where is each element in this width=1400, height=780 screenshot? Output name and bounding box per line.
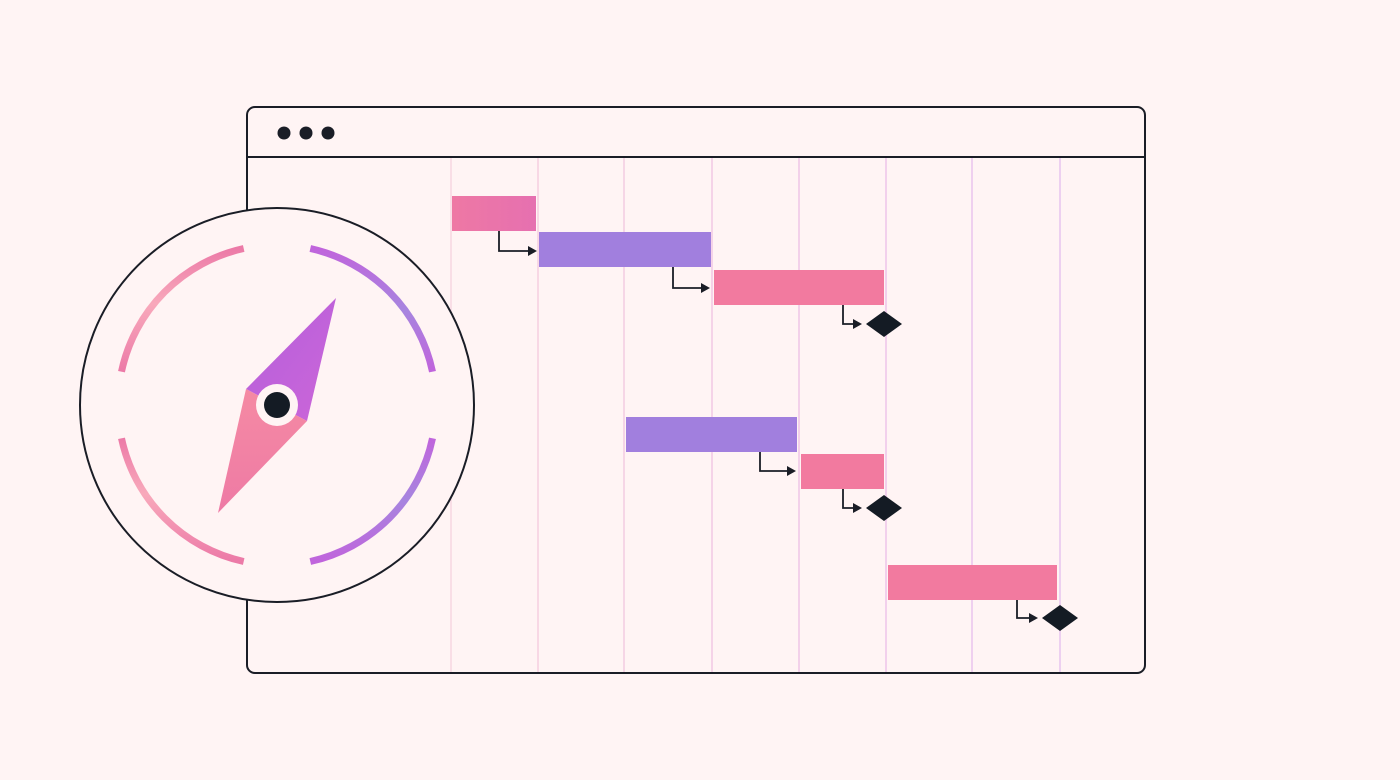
gantt-bar[interactable] bbox=[801, 454, 884, 489]
gantt-bar[interactable] bbox=[714, 270, 884, 305]
window-control-dot[interactable] bbox=[277, 126, 291, 140]
milestone-diamond-icon[interactable] bbox=[866, 311, 902, 337]
compass-ring-arc bbox=[309, 245, 436, 373]
compass-ring-arc bbox=[118, 437, 245, 565]
compass-ring-arc bbox=[118, 245, 245, 373]
dependency-arrow-icon bbox=[842, 489, 862, 513]
milestones bbox=[866, 311, 1078, 631]
dependency-arrows bbox=[498, 231, 1038, 623]
gantt-bar[interactable] bbox=[452, 196, 536, 231]
compass-hub-center bbox=[264, 392, 290, 418]
window-control-dot[interactable] bbox=[299, 126, 313, 140]
gantt-bar[interactable] bbox=[888, 565, 1057, 600]
dependency-arrow-icon bbox=[498, 231, 537, 256]
gantt-bar[interactable] bbox=[539, 232, 711, 267]
milestone-diamond-icon[interactable] bbox=[1042, 605, 1078, 631]
dependency-arrow-icon bbox=[759, 452, 796, 476]
window-control-dot[interactable] bbox=[321, 126, 335, 140]
compass-icon bbox=[79, 207, 475, 603]
dependency-arrow-icon bbox=[672, 267, 710, 293]
dependency-arrow-icon bbox=[1016, 600, 1038, 623]
compass-ring-arc bbox=[309, 437, 436, 565]
gantt-bars bbox=[452, 196, 1057, 600]
browser-window bbox=[246, 106, 1146, 674]
window-controls[interactable] bbox=[277, 126, 335, 140]
milestone-diamond-icon[interactable] bbox=[866, 495, 902, 521]
gantt-bar[interactable] bbox=[626, 417, 797, 452]
dependency-arrow-icon bbox=[842, 305, 862, 329]
